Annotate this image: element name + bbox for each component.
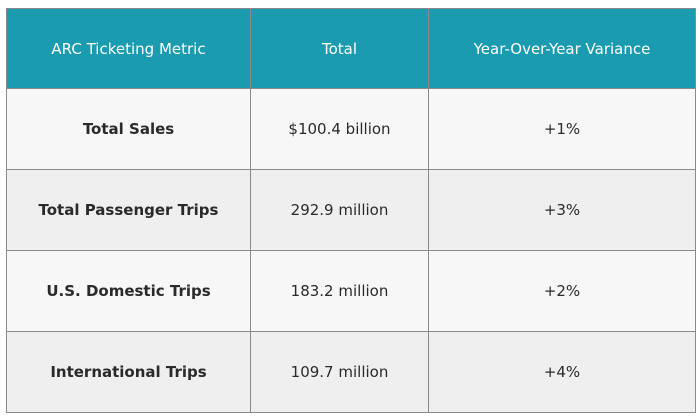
header-cell: Total <box>250 8 429 89</box>
table-row: U.S. Domestic Trips 183.2 million +2% <box>6 250 696 332</box>
header-row: ARC Ticketing Metric Total Year-Over-Year … <box>6 8 696 89</box>
header-cell: ARC Ticketing Metric <box>6 8 251 89</box>
value-cell: 183.2 million <box>250 250 429 332</box>
table-row: International Trips 109.7 million +4% <box>6 331 696 413</box>
table-container: ARC Ticketing Metric Total Year-Over-Year … <box>6 8 696 413</box>
metric-cell: International Trips <box>6 331 251 413</box>
value-cell: +3% <box>428 169 696 251</box>
value-cell: 292.9 million <box>250 169 429 251</box>
metric-cell: Total Sales <box>6 88 251 170</box>
table-row: Total Sales $100.4 billion +1% <box>6 88 696 170</box>
value-cell: 109.7 million <box>250 331 429 413</box>
value-cell: +2% <box>428 250 696 332</box>
metric-cell: Total Passenger Trips <box>6 169 251 251</box>
value-cell: $100.4 billion <box>250 88 429 170</box>
metrics-table: ARC Ticketing Metric Total Year-Over-Year … <box>6 8 696 413</box>
value-cell: +4% <box>428 331 696 413</box>
metric-cell: U.S. Domestic Trips <box>6 250 251 332</box>
table-row: Total Passenger Trips 292.9 million +3% <box>6 169 696 251</box>
header-cell: Year-Over-Year Variance <box>428 8 696 89</box>
value-cell: +1% <box>428 88 696 170</box>
